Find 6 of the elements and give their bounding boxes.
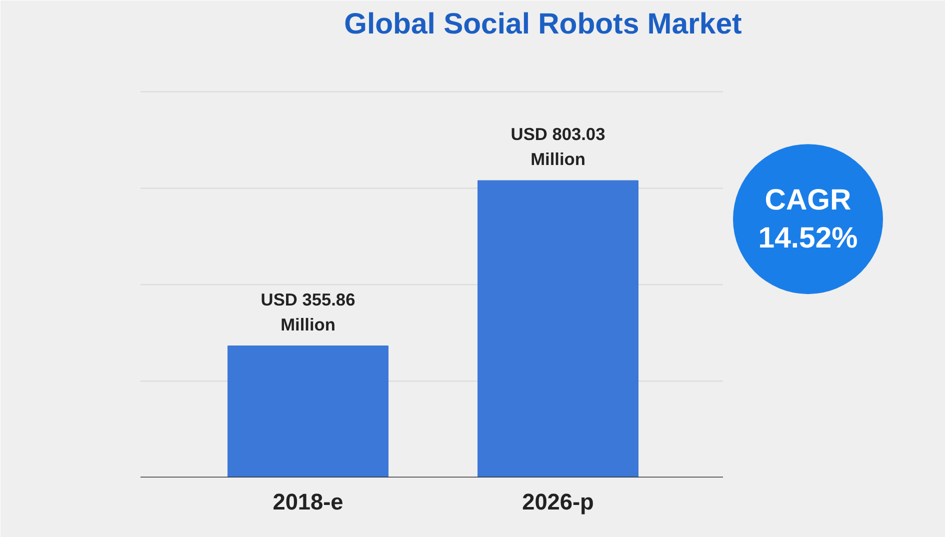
text: CAGR 14.52%: [758, 184, 858, 255]
data-label: USD 355.86 Million: [260, 289, 356, 334]
chart-title: Global Social Robots Market: [344, 8, 742, 40]
data-label: USD 803.03 Million: [510, 124, 606, 170]
x-tick-label: 2026-p: [522, 488, 594, 514]
x-tick-label: 2018-e: [272, 488, 344, 514]
